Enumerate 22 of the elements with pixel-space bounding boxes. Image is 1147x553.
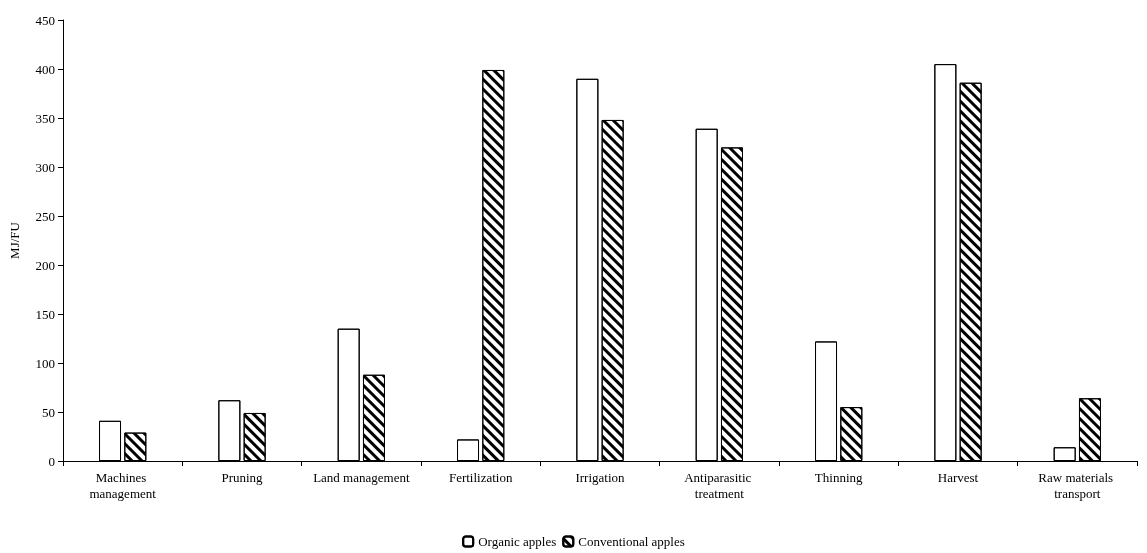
- y-tick-label: 50: [42, 404, 55, 420]
- y-tick-label: 400: [35, 61, 55, 77]
- legend-label: Conventional apples: [578, 534, 685, 549]
- y-tick-label: 450: [35, 12, 55, 28]
- y-axis-title: MJ/FU: [7, 221, 22, 259]
- y-tick-label: 350: [35, 110, 55, 126]
- x-tick-label: Harvest: [937, 469, 979, 485]
- y-tick-label: 300: [35, 159, 55, 175]
- y-tick-label: 250: [35, 208, 55, 224]
- x-tick-label: Antiparasitic treatment: [684, 469, 755, 501]
- x-tick-label: Fertilization: [448, 469, 513, 485]
- x-tick-label: Pruning: [221, 469, 264, 485]
- y-tick-label: 150: [35, 306, 55, 322]
- x-tick-label: Machines management: [89, 469, 157, 501]
- y-tick-label: 0: [48, 453, 55, 469]
- legend-label: Organic apples: [478, 534, 557, 549]
- x-tick-label: Thinning: [814, 469, 863, 485]
- x-tick-label: Raw materials transport: [1038, 469, 1117, 501]
- x-tick-label: Land management: [313, 469, 410, 485]
- y-tick-label: 100: [35, 355, 55, 371]
- y-tick-label: 200: [35, 257, 55, 273]
- x-tick-label: Irrigation: [575, 469, 626, 485]
